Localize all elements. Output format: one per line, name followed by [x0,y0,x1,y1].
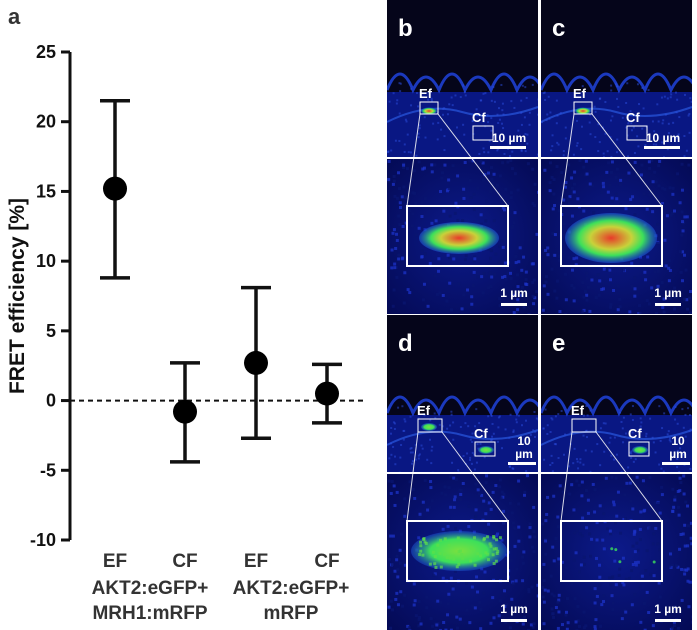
mean-marker [315,381,339,406]
y-tick-label: -10 [30,530,56,550]
data-marks [100,99,342,464]
ef-roi-box [571,418,597,433]
cf-roi-box [626,125,648,141]
cf-label: Cf [626,110,640,125]
scale-bar-label-top: 10 [671,434,685,448]
zoom-roi-box [560,205,663,267]
group-label-line1: AKT2:eGFP+ [92,578,209,599]
x-tick-label: CF [172,551,197,572]
scale-bar-unit-top: µm [669,447,687,461]
error-bar-point [312,362,342,425]
ef-label: Ef [573,86,587,101]
cf-label: Cf [472,110,486,125]
scale-bar-label-bottom: 1 µm [654,286,682,300]
micrograph-panel-d: Ef Cf 10 µm 1 µm d [387,315,538,630]
ef-label: Ef [571,403,585,418]
mean-marker [173,399,197,424]
cf-roi-box [628,441,650,457]
scale-bar-top [508,462,536,465]
scale-bar-bottom [655,303,681,306]
panel-letter-e: e [552,330,565,357]
y-tick-label: 5 [46,321,56,341]
scale-bar-label-top: 10 µm [492,131,526,145]
scale-bar-label-bottom: 1 µm [500,602,528,616]
mean-marker [103,176,127,201]
scale-bar-bottom [501,303,527,306]
x-tick-label: EF [103,551,127,572]
group-label-line2: mRFP [264,603,319,624]
zoom-roi-box [406,205,509,267]
mean-marker [244,350,268,375]
scale-bar-label-bottom: 1 µm [500,286,528,300]
scale-bar-top [490,146,526,149]
error-bar-point [170,361,200,464]
ef-roi-box [573,101,593,115]
scale-bar-bottom [501,619,527,622]
ef-label: Ef [419,86,433,101]
y-tick-label: 0 [46,391,56,411]
cf-roi-box [474,441,496,457]
cf-label: Cf [628,426,642,441]
zoom-roi-box [560,520,663,582]
micrograph-panel-c: Ef Cf 10 µm 1 µm c [541,0,692,314]
micrograph-image: Ef Cf 10 µm 1 µm b [387,0,538,314]
y-axis: 25 20 15 10 5 0 -5 -10 [30,42,366,550]
group-label-line2: MRH1:mRFP [92,603,207,624]
scale-bar-top [662,462,690,465]
y-tick-label: 15 [36,181,56,201]
error-bar-point [241,285,271,440]
error-bar-point [100,99,130,280]
y-axis-title: FRET efficiency [%] [6,198,29,394]
micrograph-panel-b: Ef Cf 10 µm 1 µm b [387,0,538,314]
scale-bar-bottom [655,619,681,622]
micrograph-image: Ef Cf 10 µm 1 µm c [541,0,692,314]
y-tick-label: -5 [40,460,56,480]
x-axis-labels: EF CF EF CF AKT2:eGFP+ MRH1:mRFP AKT2:eGFP+ mRF… [92,551,350,624]
x-tick-label: EF [244,551,268,572]
cf-roi-box [472,125,494,141]
panel-letter-b: b [398,15,413,42]
fluorescence-signal [565,213,657,263]
panel-letter-c: c [552,15,565,42]
zoom-roi-box [406,520,509,582]
ef-label: Ef [417,403,431,418]
panel-letter-a: a [8,4,21,29]
micrograph-panel-e: Ef Cf 10 µm 1 µm e [541,315,692,630]
y-tick-label: 25 [36,42,56,62]
group-label-line1: AKT2:eGFP+ [233,578,350,599]
scale-bar-label-top: 10 µm [646,131,680,145]
scale-bar-label-top: 10 [517,434,531,448]
y-tick-label: 10 [36,251,56,271]
ef-roi-box [419,101,439,115]
y-tick-label: 20 [36,112,56,132]
fret-efficiency-chart: a 25 20 15 10 5 0 -5 -10 EF CF EF CF AKT2:eGFP+ MRH1… [6,4,366,624]
ef-roi-box [417,418,443,433]
scale-bar-label-bottom: 1 µm [654,602,682,616]
scale-bar-unit-top: µm [515,447,533,461]
scale-bar-top [644,146,680,149]
panel-letter-d: d [398,330,413,357]
fluorescence-signal [419,222,499,254]
cf-label: Cf [474,426,488,441]
x-tick-label: CF [314,551,339,572]
